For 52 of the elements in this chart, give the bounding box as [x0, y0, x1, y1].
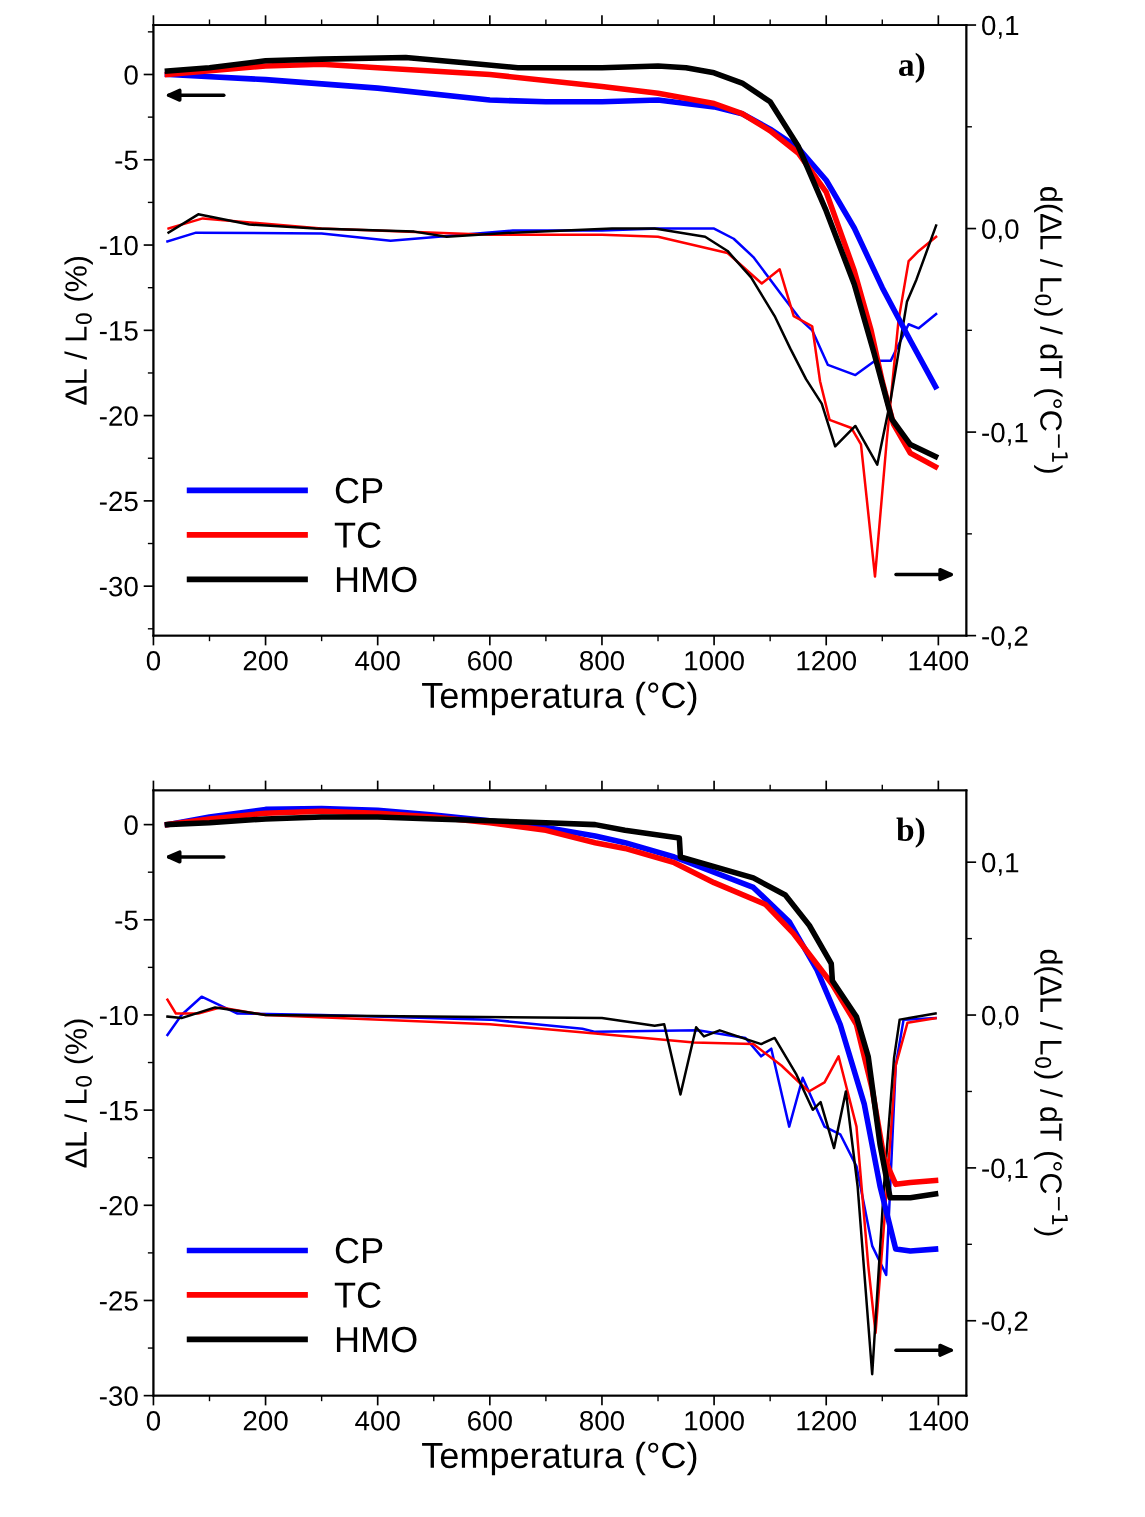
y-tick-label: -30	[99, 1386, 138, 1406]
y2-axis-title: d(ΔL / L$_{0}$) / dT (°C$^{−1}$)	[1034, 949, 1068, 1236]
x-tick-label: 200	[243, 650, 288, 671]
y2-tick-label: 0,0	[982, 219, 1019, 243]
y-tick-label: -15	[99, 1101, 138, 1121]
x-tick-label: 600	[468, 1410, 512, 1431]
annotation: b)	[896, 817, 925, 848]
y-tick-label: -20	[99, 406, 138, 426]
y2-tick-label: -0,1	[982, 1158, 1028, 1182]
y-tick-label: -15	[99, 321, 138, 341]
legend-label: HMO	[336, 566, 417, 593]
x-tick-label: 1400	[909, 1410, 969, 1431]
x-tick-label: 400	[355, 650, 400, 671]
x-axis-title: Temperatura (°C)	[422, 1441, 697, 1476]
y2-axis-title: d(ΔL / L$_{0}$) / dT (°C$^{−1}$)	[1034, 187, 1068, 473]
legend-label: TC	[334, 1282, 381, 1308]
y2-tick-label: -0,2	[982, 1311, 1028, 1335]
legend-label: HMO	[336, 1326, 417, 1353]
y-tick-label: 0	[124, 815, 138, 835]
x-tick-label: 0	[146, 650, 161, 671]
x-tick-label: 800	[579, 1410, 625, 1431]
legend-label: CP	[335, 477, 383, 504]
y-tick-label: -25	[99, 491, 138, 512]
y-axis-title: ΔL / L$_{0}$ (%)	[64, 256, 93, 405]
x-tick-label: 800	[579, 650, 625, 671]
legend-label: TC	[334, 522, 381, 548]
x-tick-label: 1400	[909, 650, 969, 671]
y-tick-label: 0	[124, 65, 138, 85]
y2-tick-label: 0,0	[982, 1005, 1019, 1029]
y-tick-label: -5	[115, 910, 138, 931]
y2-tick-label: -0,1	[982, 422, 1028, 446]
y-tick-label: -10	[99, 235, 138, 256]
x-tick-label: 1000	[685, 650, 744, 671]
x-tick-label: 200	[243, 1410, 288, 1431]
annotation: a)	[899, 52, 925, 83]
y-tick-label: -10	[99, 1005, 138, 1026]
x-tick-label: 600	[468, 650, 512, 671]
y-tick-label: -25	[99, 1291, 138, 1311]
y2-tick-label: 0,1	[982, 852, 1019, 876]
y2-tick-label: 0,1	[982, 15, 1019, 39]
x-tick-label: 1200	[797, 1410, 857, 1431]
legend-label: CP	[335, 1237, 383, 1264]
x-tick-label: 1200	[797, 650, 857, 671]
x-tick-label: 1000	[685, 1410, 744, 1431]
y-axis-title: ΔL / L$_{0}$ (%)	[64, 1019, 93, 1168]
y-tick-label: -5	[115, 150, 138, 171]
y-tick-label: -20	[99, 1195, 138, 1216]
x-tick-label: 0	[146, 1410, 161, 1431]
x-tick-label: 400	[355, 1410, 400, 1431]
y2-tick-label: -0,2	[982, 626, 1028, 650]
x-axis-title: Temperatura (°C)	[422, 681, 697, 716]
y-tick-label: -30	[99, 576, 138, 597]
